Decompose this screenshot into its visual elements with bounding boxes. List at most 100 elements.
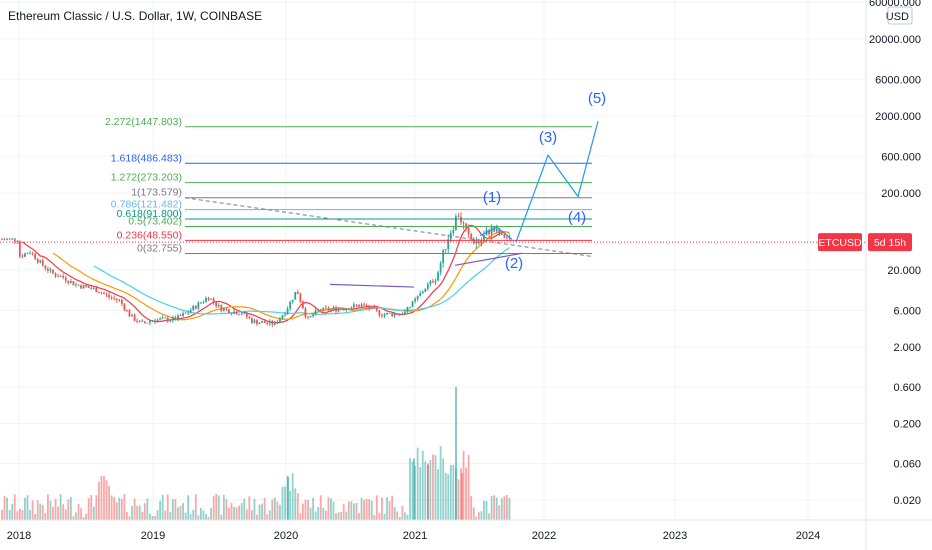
candle-body (299, 294, 302, 302)
volume-bar (105, 480, 108, 520)
candle-body (360, 304, 363, 307)
candle-body (154, 320, 156, 322)
candle-body (6, 238, 8, 240)
volume-bar (373, 515, 376, 520)
candle-body (460, 216, 462, 223)
price-tick-label: 0.060 (893, 459, 921, 471)
volume-bar (108, 485, 110, 520)
volume-bar (177, 507, 179, 520)
candle-body (294, 292, 297, 300)
candle-body (363, 304, 365, 306)
candle-body (240, 313, 243, 315)
candle-body (220, 305, 223, 311)
volume-bar (485, 501, 488, 520)
fib-level-label: 0(32.755) (137, 243, 182, 255)
candle-body (296, 292, 299, 295)
volume-bar (434, 455, 437, 520)
volume-bar (396, 511, 399, 520)
fib-extension[interactable]: 2.272(1447.803) 1.618(486.483) 1.272(273.2… (105, 116, 592, 255)
volume-bar (284, 486, 286, 520)
candle-body (398, 313, 401, 315)
countdown-tag-bg (868, 233, 912, 252)
candle-body (31, 252, 34, 254)
candle-body (113, 297, 116, 299)
candle-body (439, 263, 442, 273)
candle-body (355, 304, 358, 306)
volume-bar (141, 511, 144, 520)
volume-bar (52, 506, 54, 520)
volume-bar (263, 497, 266, 520)
candle-body (126, 310, 128, 311)
volume-bar (483, 500, 485, 520)
candle-body (92, 288, 95, 289)
volume-spike (287, 476, 289, 520)
volume-bar (62, 504, 65, 520)
candle-body (393, 313, 396, 316)
candle-body (228, 309, 230, 314)
price-tick-label: 200.000 (881, 188, 921, 200)
volume-bar (166, 494, 169, 520)
volume-bar (470, 496, 473, 520)
volume-bar (47, 494, 49, 520)
candle-body (261, 321, 263, 323)
volume-bar (248, 496, 251, 520)
volume-bar (77, 503, 80, 520)
wave-label: (3) (539, 129, 557, 146)
candle-body (115, 298, 118, 300)
volume-bar (215, 494, 218, 520)
volume-bar (294, 488, 297, 520)
price-axis[interactable]: 60000.000 20000.000 6000.000 2000.000 600.00… (818, 0, 921, 550)
candle-body (179, 315, 182, 317)
candle-body (429, 281, 432, 285)
candle-body (276, 321, 279, 323)
volume-bar (386, 497, 388, 520)
candle-body (166, 317, 169, 322)
volume-bar (337, 512, 340, 520)
volume-bar (304, 499, 307, 520)
candle-body (347, 308, 350, 310)
volume-bar (266, 514, 269, 520)
candle-body (322, 307, 325, 311)
candle-body (184, 312, 187, 314)
price-tick-label: 600.000 (881, 151, 921, 163)
year-tick-label: 2024 (796, 530, 820, 542)
volume-bar (457, 479, 460, 520)
volume-bar (192, 509, 195, 520)
year-tick-label: 2020 (274, 530, 298, 542)
price-tick-label: 0.200 (893, 418, 921, 430)
volume-bar (442, 458, 445, 520)
volume-bar (488, 513, 490, 520)
candle-body (77, 284, 80, 286)
candle-body (171, 317, 174, 321)
volume-bar (189, 514, 192, 520)
time-axis[interactable]: 2018 2019 2020 2021 2022 2023 2024 (0, 519, 932, 542)
candle-body (289, 301, 292, 309)
candle-body (503, 233, 506, 238)
candle-body (416, 296, 419, 299)
candle-body (205, 298, 207, 302)
candle-body (57, 276, 59, 277)
volume-bar (261, 503, 263, 520)
volume-bar (475, 516, 478, 520)
currency-box (887, 6, 913, 25)
candle-body (437, 272, 439, 281)
candle-body (365, 305, 368, 308)
candle-body (187, 312, 190, 314)
volume-bar (98, 481, 100, 520)
volume-bar (449, 465, 452, 520)
volume-bar (330, 498, 332, 520)
volume-bar (477, 512, 480, 520)
volume-bar (309, 507, 312, 520)
year-tick-label: 2018 (7, 530, 31, 542)
candle-body (477, 241, 480, 244)
price-tick-label: 20000.000 (869, 34, 921, 46)
elliott-projection-path (515, 121, 599, 243)
candle-body (409, 306, 411, 308)
candle-body (337, 308, 340, 312)
candle-body (350, 307, 353, 310)
volume-bar (480, 511, 483, 520)
candle-body (212, 298, 215, 303)
volume-bar (110, 495, 113, 520)
elliott-drawings[interactable] (0, 121, 866, 288)
